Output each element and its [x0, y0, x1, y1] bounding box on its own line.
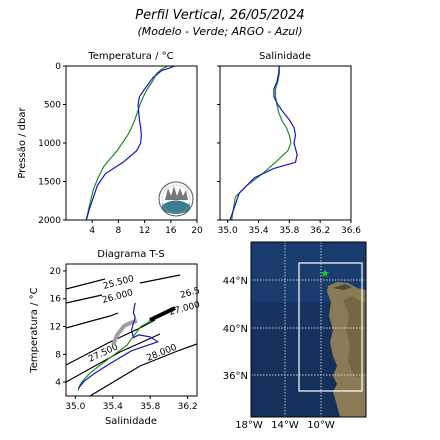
model-series-line — [231, 66, 292, 221]
x-tick-label: 8 — [116, 226, 122, 236]
ts-panel-title: Diagrama T-S — [97, 249, 164, 260]
x-tick-label: 36.2 — [178, 402, 198, 412]
temperature-panel-title: Temperatura / °C — [87, 51, 173, 62]
argo-series-line — [85, 65, 175, 221]
y-tick-label: 20 — [50, 267, 62, 277]
x-tick-label: 36.2 — [310, 226, 330, 236]
salinity-panel: Salinidade 35.0 35.4 35.8 36.2 36.6 — [217, 51, 361, 236]
ts-diagram-panel: Diagrama T-S Salinidade Temperatura / °C… — [29, 249, 201, 427]
map-lat-label: 40°N — [223, 324, 248, 335]
y-tick-label: 4 — [55, 378, 61, 388]
map-lon-label: 14°W — [271, 420, 299, 431]
x-tick-label: 35.0 — [218, 226, 238, 236]
map-lon-label: 18°W — [235, 420, 263, 431]
y-tick-label: 2000 — [38, 216, 61, 226]
model-series-line — [77, 319, 151, 391]
ts-axes-frame — [65, 263, 198, 397]
y-tick-label: 12 — [50, 323, 61, 333]
map-graticule — [251, 242, 366, 417]
temperature-panel: Temperatura / °C Pressão / dbar 4 8 12 16 20… — [17, 51, 203, 236]
y-tick-label: 1000 — [38, 139, 61, 149]
x-tick-label: 35.8 — [279, 226, 299, 236]
y-tick-label: 0 — [55, 62, 61, 72]
y-tick-label: 8 — [55, 350, 61, 360]
contour-label: 28.000 — [145, 343, 178, 364]
map-lat-label: 44°N — [223, 276, 248, 287]
ts-ylabel: Temperatura / °C — [29, 287, 40, 373]
location-map: ★ 44°N 40°N 36°N 18°W 14°W 10°W — [223, 241, 367, 431]
y-tick-label: 16 — [50, 295, 62, 305]
x-tick-label: 16 — [165, 226, 177, 236]
model-series-line — [85, 65, 168, 221]
x-tick-label: 12 — [139, 226, 150, 236]
density-contours — [66, 274, 197, 396]
x-tick-label: 35.8 — [140, 402, 160, 412]
x-tick-label: 35.0 — [65, 402, 85, 412]
map-region-box — [298, 262, 363, 392]
x-tick-label: 20 — [191, 226, 203, 236]
x-tick-label: 4 — [89, 226, 95, 236]
x-tick-label: 36.6 — [341, 226, 361, 236]
ts-grey-trace — [111, 319, 138, 346]
institution-logo — [158, 181, 194, 217]
salinity-axes-frame — [219, 65, 352, 221]
salinity-panel-title: Salinidade — [259, 51, 311, 62]
figure-subtitle: (Modelo - Verde; ARGO - Azul) — [137, 25, 302, 38]
map-lat-label: 36°N — [223, 371, 248, 382]
figure-title: Perfil Vertical, 26/05/2024 — [135, 8, 304, 23]
argo-series-line — [77, 302, 160, 389]
map-lon-label: 10°W — [307, 420, 335, 431]
y-tick-label: 1500 — [38, 178, 61, 188]
contour-label: 27.000 — [168, 300, 201, 318]
y-tick-label: 500 — [44, 101, 61, 111]
x-tick-label: 35.4 — [103, 402, 123, 412]
x-tick-label: 35.4 — [249, 226, 269, 236]
argo-float-marker: ★ — [320, 267, 330, 280]
temperature-ylabel: Pressão / dbar — [17, 107, 28, 179]
contour-label: 26.5 — [179, 286, 201, 301]
ts-xlabel: Salinidade — [105, 416, 157, 427]
argo-series-line — [229, 65, 298, 221]
